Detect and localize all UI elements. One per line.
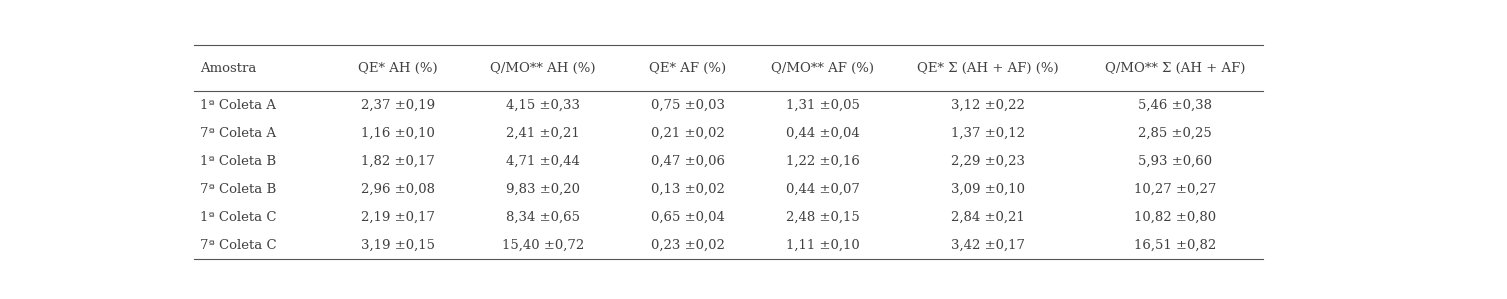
Text: 0,47 ±0,06: 0,47 ±0,06 — [651, 155, 725, 168]
Text: 1,16 ±0,10: 1,16 ±0,10 — [362, 127, 436, 140]
Text: 2,19 ±0,17: 2,19 ±0,17 — [362, 211, 436, 224]
Text: 0,13 ±0,02: 0,13 ±0,02 — [651, 183, 725, 196]
Text: 7ª Coleta A: 7ª Coleta A — [200, 127, 276, 140]
Text: 0,44 ±0,04: 0,44 ±0,04 — [785, 127, 859, 140]
Text: 1,31 ±0,05: 1,31 ±0,05 — [785, 99, 859, 112]
Text: 2,37 ±0,19: 2,37 ±0,19 — [362, 99, 436, 112]
Text: 1,82 ±0,17: 1,82 ±0,17 — [362, 155, 436, 168]
Text: Q/MO** Σ (AH + AF): Q/MO** Σ (AH + AF) — [1105, 62, 1245, 75]
Text: 1ª Coleta B: 1ª Coleta B — [200, 155, 276, 168]
Text: QE* AF (%): QE* AF (%) — [650, 62, 726, 75]
Text: Q/MO** AF (%): Q/MO** AF (%) — [772, 62, 874, 75]
Text: 3,19 ±0,15: 3,19 ±0,15 — [362, 239, 436, 252]
Text: 4,15 ±0,33: 4,15 ±0,33 — [506, 99, 580, 112]
Text: QE* Σ (AH + AF) (%): QE* Σ (AH + AF) (%) — [916, 62, 1058, 75]
Text: 1,11 ±0,10: 1,11 ±0,10 — [785, 239, 859, 252]
Text: Amostra: Amostra — [200, 62, 256, 75]
Text: 10,27 ±0,27: 10,27 ±0,27 — [1133, 183, 1216, 196]
Text: Q/MO** AH (%): Q/MO** AH (%) — [490, 62, 595, 75]
Text: 3,09 ±0,10: 3,09 ±0,10 — [951, 183, 1025, 196]
Text: QE* AH (%): QE* AH (%) — [359, 62, 439, 75]
Text: 3,12 ±0,22: 3,12 ±0,22 — [951, 99, 1025, 112]
Text: 1,37 ±0,12: 1,37 ±0,12 — [951, 127, 1025, 140]
Text: 1,22 ±0,16: 1,22 ±0,16 — [785, 155, 859, 168]
Text: 9,83 ±0,20: 9,83 ±0,20 — [506, 183, 580, 196]
Text: 3,42 ±0,17: 3,42 ±0,17 — [951, 239, 1025, 252]
Text: 10,82 ±0,80: 10,82 ±0,80 — [1133, 211, 1216, 224]
Text: 0,75 ±0,03: 0,75 ±0,03 — [651, 99, 725, 112]
Text: 2,96 ±0,08: 2,96 ±0,08 — [362, 183, 436, 196]
Text: 16,51 ±0,82: 16,51 ±0,82 — [1133, 239, 1216, 252]
Text: 2,85 ±0,25: 2,85 ±0,25 — [1138, 127, 1212, 140]
Text: 15,40 ±0,72: 15,40 ±0,72 — [502, 239, 585, 252]
Text: 0,44 ±0,07: 0,44 ±0,07 — [785, 183, 859, 196]
Text: 1ª Coleta A: 1ª Coleta A — [200, 99, 276, 112]
Text: 1ª Coleta C: 1ª Coleta C — [200, 211, 277, 224]
Text: 0,65 ±0,04: 0,65 ±0,04 — [651, 211, 725, 224]
Text: 5,46 ±0,38: 5,46 ±0,38 — [1138, 99, 1212, 112]
Text: 7ª Coleta C: 7ª Coleta C — [200, 239, 277, 252]
Text: 4,71 ±0,44: 4,71 ±0,44 — [506, 155, 580, 168]
Text: 0,21 ±0,02: 0,21 ±0,02 — [651, 127, 725, 140]
Text: 8,34 ±0,65: 8,34 ±0,65 — [506, 211, 580, 224]
Text: 2,41 ±0,21: 2,41 ±0,21 — [506, 127, 580, 140]
Text: 5,93 ±0,60: 5,93 ±0,60 — [1138, 155, 1212, 168]
Text: 2,48 ±0,15: 2,48 ±0,15 — [785, 211, 859, 224]
Text: 0,23 ±0,02: 0,23 ±0,02 — [651, 239, 725, 252]
Text: 7ª Coleta B: 7ª Coleta B — [200, 183, 276, 196]
Text: 2,84 ±0,21: 2,84 ±0,21 — [951, 211, 1025, 224]
Text: 2,29 ±0,23: 2,29 ±0,23 — [951, 155, 1025, 168]
